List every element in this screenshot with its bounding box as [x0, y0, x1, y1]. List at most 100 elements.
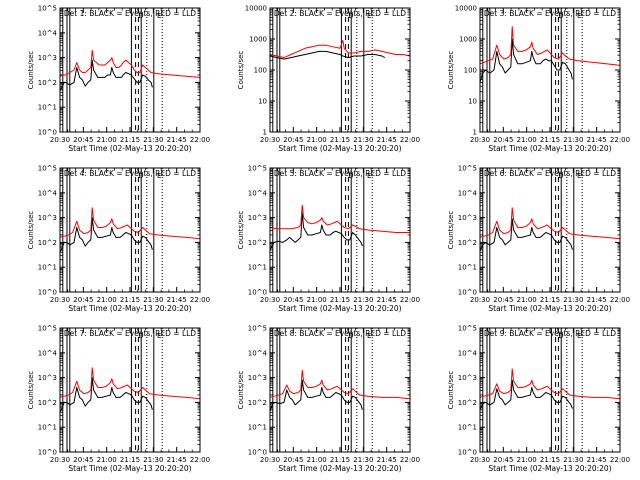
x-axis-label: Start Time (02-May-13 20:20:20)	[278, 144, 401, 153]
y-tick-label: 100	[254, 67, 267, 75]
x-axis-label: Start Time (02-May-13 20:20:20)	[68, 304, 191, 313]
y-tick-label: 10^1	[38, 264, 57, 272]
y-tick-label: 10^3	[38, 374, 57, 382]
interval-marker-label: E	[577, 12, 581, 20]
y-tick-label: 10^2	[458, 239, 477, 247]
y-tick-label: 10^4	[38, 189, 58, 197]
plot-frame	[269, 167, 411, 293]
x-axis-label: Start Time (02-May-13 20:20:20)	[278, 464, 401, 473]
y-tick-label: 10^3	[458, 214, 477, 222]
lld-series-line	[269, 204, 410, 233]
x-tick-label: 22:00	[400, 296, 420, 304]
interval-marker-label: E	[367, 332, 371, 340]
x-tick-label: 22:00	[190, 136, 210, 144]
events-series-line	[59, 377, 153, 413]
events-series-line	[59, 59, 153, 91]
panel-title: Det 2: BLACK = Events, RED = LLD	[274, 9, 406, 18]
x-tick-label: 20:30	[470, 456, 490, 464]
panel-title: Det 7: BLACK = Events, RED = LLD	[64, 329, 196, 338]
x-tick-label: 21:00	[307, 456, 327, 464]
y-tick-label: 10^4	[38, 349, 58, 357]
panel-title: Det 6: BLACK = Events, RED = LLD	[484, 169, 616, 178]
interval-marker-label: E	[577, 172, 581, 180]
interval-marker-label: D	[558, 12, 563, 20]
x-tick-label: 21:45	[587, 136, 607, 144]
y-tick-label: 10^5	[38, 325, 57, 333]
x-tick-label: 21:15	[330, 456, 350, 464]
x-tick-label: 20:45	[73, 136, 93, 144]
events-series-line	[59, 217, 153, 253]
events-series-line	[479, 38, 573, 83]
x-axis-label: Start Time (02-May-13 20:20:20)	[488, 144, 611, 153]
interval-marker-label: E	[367, 172, 371, 180]
x-tick-label: 20:30	[260, 456, 280, 464]
lld-series-line	[269, 369, 411, 400]
y-tick-label: 10^0	[38, 449, 57, 457]
x-tick-label: 21:45	[587, 296, 607, 304]
interval-marker-label: E	[157, 12, 161, 20]
y-tick-label: 10^3	[38, 54, 57, 62]
x-tick-label: 22:00	[610, 456, 630, 464]
lld-series-line	[269, 40, 411, 59]
y-tick-label: 10000	[455, 5, 477, 13]
y-tick-label: 10^1	[248, 424, 267, 432]
y-tick-label: 1	[473, 129, 477, 137]
x-tick-label: 21:00	[307, 136, 327, 144]
x-tick-label: 21:45	[167, 136, 187, 144]
panel-title: Det 8: BLACK = Events, RED = LLD	[274, 329, 406, 338]
y-axis-label: Counts/sec	[447, 51, 455, 90]
y-tick-label: 10^4	[458, 189, 478, 197]
y-tick-label: 10^5	[458, 325, 477, 333]
x-axis-label: Start Time (02-May-13 20:20:20)	[278, 304, 401, 313]
x-tick-label: 21:45	[377, 136, 397, 144]
events-series-line	[269, 379, 363, 412]
y-tick-label: 10^2	[248, 239, 267, 247]
x-tick-label: 21:45	[377, 456, 397, 464]
y-tick-label: 10^1	[248, 264, 267, 272]
y-tick-label: 10^1	[38, 424, 57, 432]
y-tick-label: 10^0	[248, 449, 267, 457]
interval-marker-label: D	[348, 332, 353, 340]
x-axis-label: Start Time (02-May-13 20:20:20)	[68, 464, 191, 473]
y-tick-label: 10^2	[38, 239, 57, 247]
x-tick-label: 20:30	[50, 296, 70, 304]
interval-marker-label: D	[138, 332, 143, 340]
y-tick-label: 10000	[245, 5, 267, 13]
x-tick-label: 21:00	[517, 296, 537, 304]
x-tick-label: 21:45	[167, 296, 187, 304]
plot-frame	[59, 7, 201, 133]
y-tick-label: 10^2	[458, 399, 477, 407]
plot-frame	[269, 7, 411, 133]
plot-frame	[59, 167, 201, 293]
x-axis-label: Start Time (02-May-13 20:20:20)	[488, 304, 611, 313]
x-tick-label: 22:00	[610, 136, 630, 144]
y-tick-label: 10	[258, 98, 267, 106]
y-tick-label: 10^1	[458, 264, 477, 272]
y-tick-label: 10^5	[38, 5, 57, 13]
x-tick-label: 20:30	[50, 456, 70, 464]
x-tick-label: 20:30	[470, 136, 490, 144]
y-tick-label: 10^1	[38, 104, 57, 112]
plot-frame	[479, 7, 621, 133]
y-tick-label: 10^4	[248, 189, 268, 197]
y-tick-label: 10^0	[38, 129, 57, 137]
interval-marker-label: E	[157, 172, 161, 180]
interval-marker-label: E	[367, 12, 371, 20]
y-axis-label: Counts/sec	[27, 211, 35, 250]
x-tick-label: 21:30	[563, 456, 583, 464]
lld-series-line	[59, 49, 201, 78]
x-tick-label: 20:45	[493, 456, 513, 464]
x-tick-label: 21:00	[97, 456, 117, 464]
x-tick-label: 22:00	[190, 296, 210, 304]
x-tick-label: 22:00	[190, 456, 210, 464]
y-tick-label: 10^3	[38, 214, 57, 222]
interval-marker-label: D	[348, 12, 353, 20]
x-tick-label: 21:15	[120, 456, 140, 464]
interval-marker-label: D	[138, 172, 143, 180]
x-tick-label: 22:00	[610, 296, 630, 304]
interval-marker-label: D	[348, 172, 353, 180]
y-axis-label: Counts/sec	[447, 371, 455, 410]
